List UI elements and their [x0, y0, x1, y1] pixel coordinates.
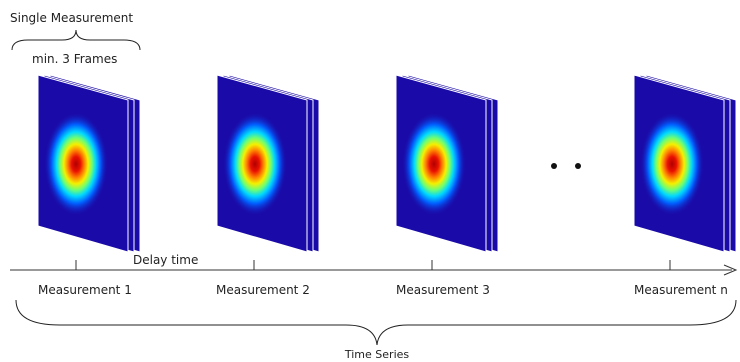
frame [633, 74, 725, 253]
frame [395, 74, 487, 253]
frame-stack [633, 74, 737, 253]
time-series-label: Time Series [344, 348, 410, 361]
timeline-arrowhead [723, 264, 738, 276]
frame-stack [37, 74, 141, 253]
time-series-brace [15, 299, 737, 346]
intensity-spot [223, 112, 287, 216]
frame [216, 74, 308, 253]
frame-stack [216, 74, 320, 253]
measurement-label: Measurement n [634, 283, 728, 297]
delay-time-label: Delay time [133, 253, 198, 267]
min-frames-label: min. 3 Frames [32, 52, 117, 66]
frame [37, 74, 129, 253]
top-brace [11, 29, 141, 51]
measurement-label: Measurement 2 [216, 283, 310, 297]
intensity-spot [44, 112, 108, 216]
ellipsis-dot [551, 163, 557, 169]
measurement-stacks [37, 74, 737, 253]
measurement-ticks: Measurement 1 Measurement 2 Measurement 3 M… [38, 260, 728, 297]
measurement-label: Measurement 1 [38, 283, 132, 297]
intensity-spot [402, 112, 466, 216]
ellipsis-dot [575, 163, 581, 169]
single-measurement-label: Single Measurement [10, 11, 133, 25]
intensity-spot [640, 112, 704, 216]
frame-stack [395, 74, 499, 253]
measurement-label: Measurement 3 [396, 283, 490, 297]
